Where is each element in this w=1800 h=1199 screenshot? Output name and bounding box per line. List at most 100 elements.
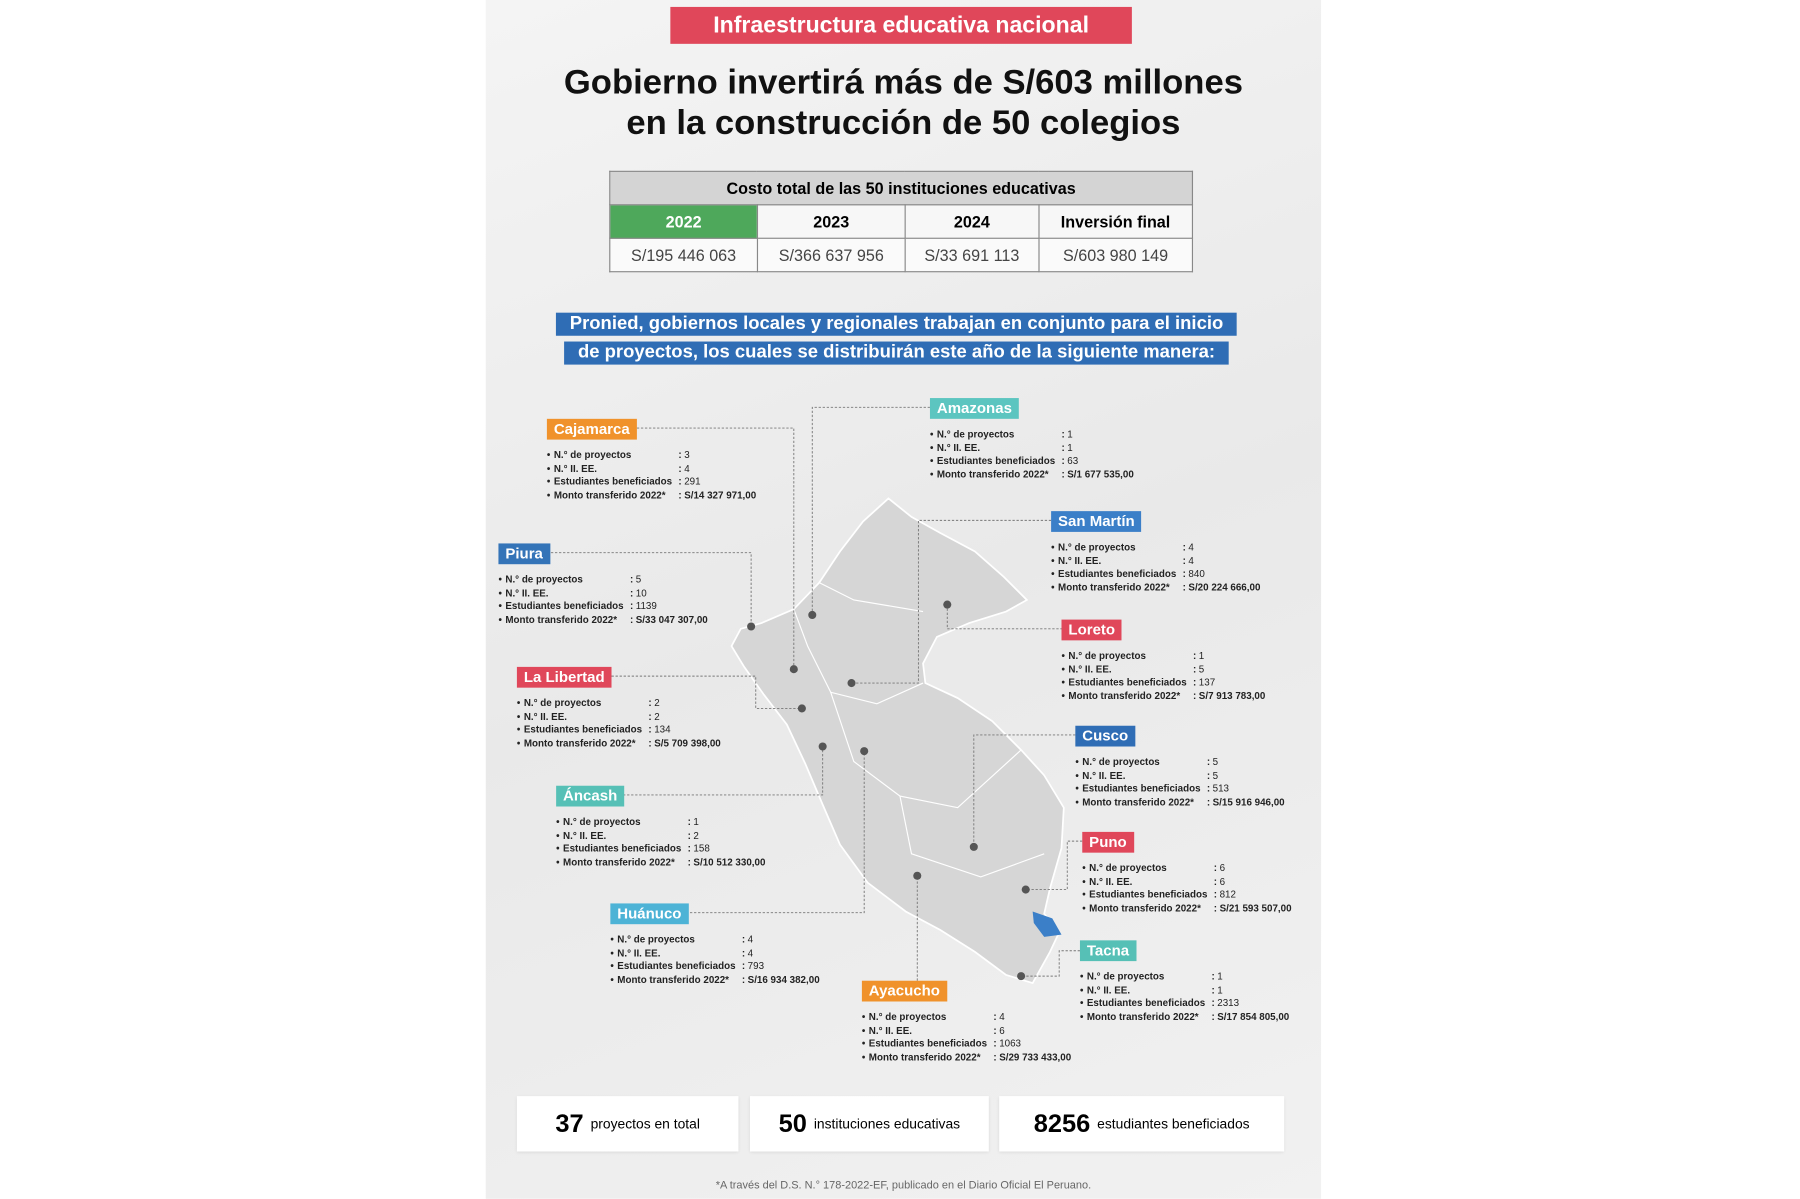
bullet: • (1079, 1010, 1084, 1022)
field-value: 2 (654, 696, 660, 709)
info-row: • N.° de proyectos:5 (498, 573, 775, 586)
info-row: • Monto transferido 2022*: S/16 934 382,00 (610, 973, 887, 986)
field-value: 6 (1219, 861, 1226, 874)
separator: : (993, 1010, 997, 1023)
bullet: • (498, 599, 502, 612)
info-row: • N.° de proyectos:4 (1051, 541, 1328, 554)
table-caption: Costo total de las 50 instituciones educ… (609, 170, 1194, 206)
bullet: • (498, 573, 502, 585)
field-label: Estudiantes beneficiados (868, 1037, 988, 1049)
field-value: 1 (1067, 441, 1073, 453)
separator: : (1211, 1010, 1215, 1022)
field-value: 134 (654, 723, 671, 735)
dot (969, 842, 978, 851)
separator: : (993, 1023, 997, 1036)
separator: : (687, 829, 691, 841)
field-value: S/29 733 433,00 (999, 1050, 1072, 1063)
bullet: • (1082, 861, 1086, 874)
field-label: N.° de proyectos (1086, 970, 1165, 982)
separator: : (1193, 676, 1197, 688)
region-info: • N.° de proyectos:5 • N.° II. EE.:10 • Estud… (498, 573, 775, 626)
footnote: *A través del D.S. N.° 178-2022-EF, publ… (715, 1179, 1092, 1192)
field-label: N.° II. EE. (1086, 983, 1131, 996)
separator: : (1193, 662, 1197, 675)
bullet: • (1079, 983, 1084, 996)
bullet: • (556, 815, 560, 828)
bullet: • (1079, 970, 1084, 982)
bullet: • (546, 448, 551, 461)
region-info: • N.° de proyectos:4 • N.° II. EE.:4 • Estudi… (610, 933, 887, 986)
info-row: • Monto transferido 2022*: S/1 677 535,00 (930, 468, 1207, 481)
field-value: 10 (635, 586, 647, 599)
separator: : (741, 933, 746, 945)
bullet: • (929, 428, 934, 440)
tag: Infraestructura educativa nacional (670, 6, 1132, 44)
region-label: Huánuco (610, 903, 689, 925)
separator: : (993, 1037, 997, 1049)
field-value: 5 (1212, 769, 1219, 781)
info-row: • N.° II. EE.:2 (556, 829, 833, 842)
separator: : (1193, 649, 1197, 662)
field-label: N.° II. EE. (563, 829, 607, 841)
field-value: 137 (1198, 676, 1216, 688)
info-row: • Monto transferido 2022*: S/21 593 507,00 (1082, 902, 1359, 915)
total-box: 50 instituciones educativas (749, 1096, 989, 1152)
separator: : (1061, 428, 1065, 440)
info-row: • Estudiantes beneficiados:812 (1082, 888, 1359, 901)
field-label: N.° II. EE. (1058, 554, 1102, 566)
info-row: • N.° de proyectos:6 (1082, 862, 1359, 875)
separator: : (1061, 441, 1065, 453)
bullet: • (1061, 662, 1065, 675)
dot (818, 742, 827, 751)
info-row: • Monto transferido 2022*: S/7 913 783,00 (1061, 689, 1338, 702)
info-row: • N.° de proyectos:4 (862, 1011, 1139, 1024)
bullet: • (556, 842, 560, 854)
separator: : (687, 815, 691, 828)
field-value: S/20 224 666,00 (1188, 580, 1261, 593)
field-value: 4 (747, 933, 754, 945)
separator: : (1182, 580, 1186, 593)
field-value: S/10 512 330,00 (693, 855, 766, 868)
separator: : (629, 573, 634, 585)
info-row: • Estudiantes beneficiados:134 (517, 723, 794, 736)
separator: : (741, 959, 746, 972)
info-row: • Estudiantes beneficiados:2313 (1080, 997, 1357, 1010)
bullet: • (498, 613, 502, 625)
field-label: N.° de proyectos (1068, 649, 1146, 662)
field-label: Monto transferido 2022* (1058, 580, 1170, 593)
field-label: N.° II. EE. (1089, 875, 1133, 887)
info-row: • N.° II. EE.:4 (610, 947, 887, 960)
field-value: 1 (1217, 983, 1223, 996)
dot (789, 665, 798, 674)
separator: : (1206, 795, 1211, 808)
field-label: N.° de proyectos (1082, 755, 1160, 768)
region-info: • N.° de proyectos:3 • N.° II. EE.:4 • Estudi… (547, 449, 824, 502)
total-box: 8256 estudiantes beneficiados (999, 1096, 1285, 1152)
separator: : (678, 488, 682, 501)
region-label: Áncash (556, 785, 625, 807)
field-label: N.° II. EE. (505, 586, 549, 599)
bullet: • (1079, 996, 1084, 1009)
bullet: • (1051, 541, 1055, 553)
separator: : (648, 736, 652, 749)
info-row: • Monto transferido 2022*: S/15 916 946,00 (1075, 796, 1352, 809)
separator: : (1061, 467, 1065, 480)
field-label: N.° de proyectos (936, 428, 1015, 440)
info-row: • Estudiantes beneficiados:158 (556, 842, 833, 855)
info-row: • Estudiantes beneficiados:793 (610, 960, 887, 973)
field-value: 5 (1212, 755, 1219, 768)
field-label: Estudiantes beneficiados (553, 475, 673, 487)
bullet: • (1075, 795, 1079, 808)
bullet: • (929, 454, 934, 467)
info-row: • N.° II. EE.:4 (547, 462, 824, 475)
separator: : (629, 599, 634, 612)
separator: : (1213, 888, 1218, 900)
info-row: • N.° de proyectos:1 (1080, 970, 1357, 983)
region-info: • N.° de proyectos:1 • N.° II. EE.:2 • Estudi… (556, 816, 833, 869)
info-row: • N.° II. EE.:1 (1080, 984, 1357, 997)
bullet: • (610, 973, 614, 985)
bullet: • (610, 946, 614, 959)
